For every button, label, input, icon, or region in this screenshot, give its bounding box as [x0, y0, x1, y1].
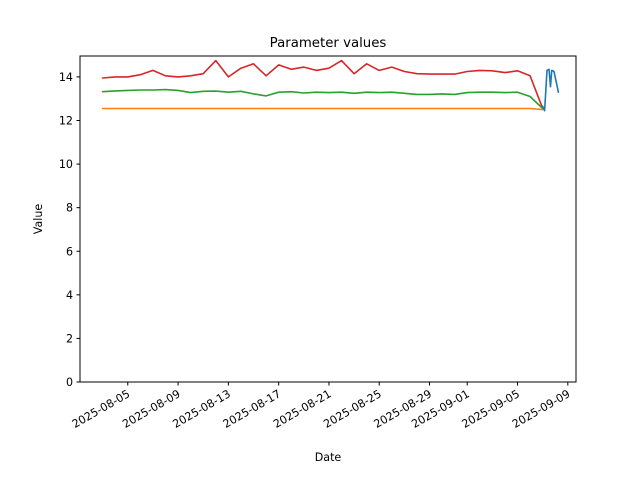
y-tick-label: 10 — [59, 158, 73, 171]
y-tick-label: 6 — [66, 245, 73, 258]
series-red-line — [101, 59, 544, 110]
series-green-line — [101, 88, 544, 110]
x-axis-label: Date — [315, 451, 342, 464]
x-tick-label: 2025-09-09 — [510, 387, 572, 431]
series-orange-line — [101, 107, 544, 111]
y-tick-label: 0 — [66, 376, 73, 389]
plot-border — [79, 55, 577, 383]
y-tick-label: 14 — [59, 71, 73, 84]
plot-area: 024681012142025-08-052025-08-092025-08-1… — [59, 55, 577, 431]
y-axis-label: Value — [32, 204, 45, 235]
series-blue-line — [541, 68, 560, 112]
chart-title: Parameter values — [270, 36, 387, 51]
y-tick-label: 12 — [59, 115, 73, 128]
y-tick-label: 2 — [66, 332, 73, 345]
y-tick-label: 4 — [66, 289, 73, 302]
y-tick-label: 8 — [66, 202, 73, 215]
